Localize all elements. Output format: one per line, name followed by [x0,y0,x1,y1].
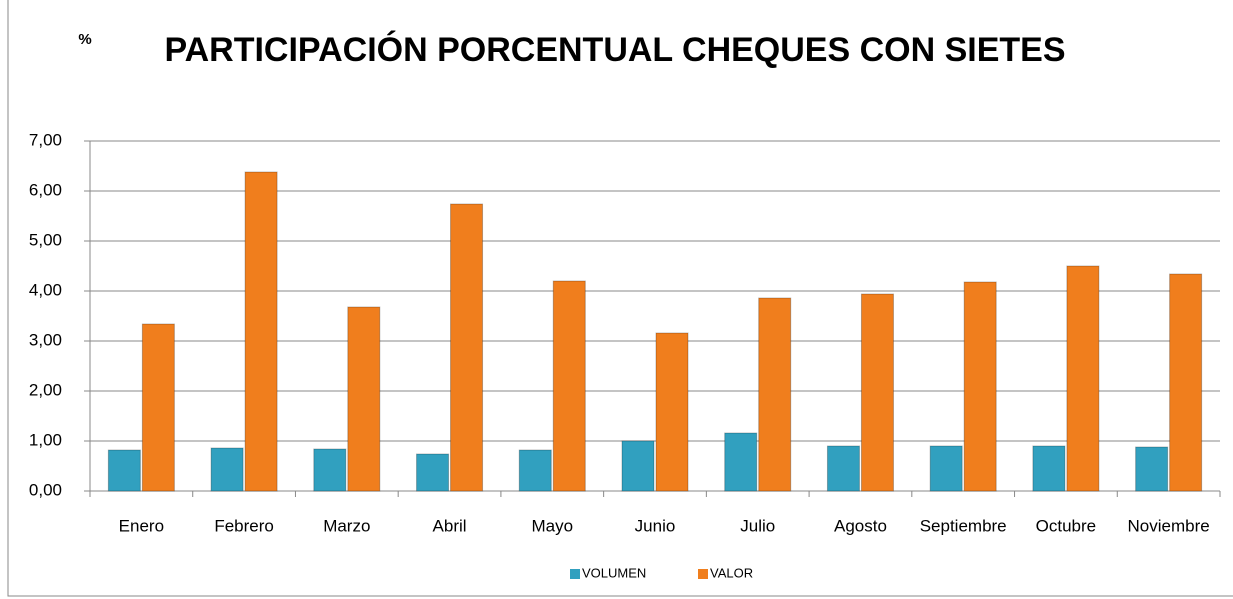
bar [929,445,963,492]
bar [552,280,586,492]
y-tick-label: 7,00 [29,130,62,149]
bar [518,449,552,492]
x-tick-label: Julio [740,516,775,535]
bar [724,432,758,492]
bar [963,281,997,492]
bar [621,440,655,492]
bar [416,453,450,492]
x-tick-label: Noviembre [1128,516,1210,535]
x-tick-label: Agosto [834,516,887,535]
bar [450,203,484,492]
x-tick-label: Septiembre [920,516,1007,535]
x-tick-label: Abril [433,516,467,535]
bar [210,447,244,492]
bar [244,171,278,492]
bar [1032,445,1066,492]
y-tick-label: 3,00 [29,330,62,349]
bar [347,306,381,492]
y-tick-label: 0,00 [29,480,62,499]
legend-label: VOLUMEN [582,565,646,580]
x-tick-label: Enero [119,516,164,535]
legend-swatch [698,569,708,579]
x-tick-label: Octubre [1036,516,1096,535]
y-tick-label: 1,00 [29,430,62,449]
y-tick-label: 4,00 [29,280,62,299]
x-tick-label: Marzo [323,516,370,535]
bar [758,297,792,492]
y-axis-label: % [78,31,91,48]
x-tick-label: Febrero [214,516,274,535]
chart-frame [7,0,1233,597]
bar [141,323,175,492]
bar [1135,446,1169,492]
legend-swatch [570,569,580,579]
x-tick-label: Mayo [531,516,573,535]
y-tick-label: 2,00 [29,380,62,399]
x-tick-label: Junio [635,516,676,535]
bar [1169,273,1203,492]
bar [655,332,689,492]
y-tick-label: 5,00 [29,230,62,249]
bar [1066,265,1100,492]
bar [313,448,347,492]
y-tick-label: 6,00 [29,180,62,199]
bar [107,449,141,492]
chart-title: PARTICIPACIÓN PORCENTUAL CHEQUES CON SIE… [164,31,1065,69]
legend-label: VALOR [710,565,753,580]
bar [860,293,894,492]
bar [826,445,860,492]
